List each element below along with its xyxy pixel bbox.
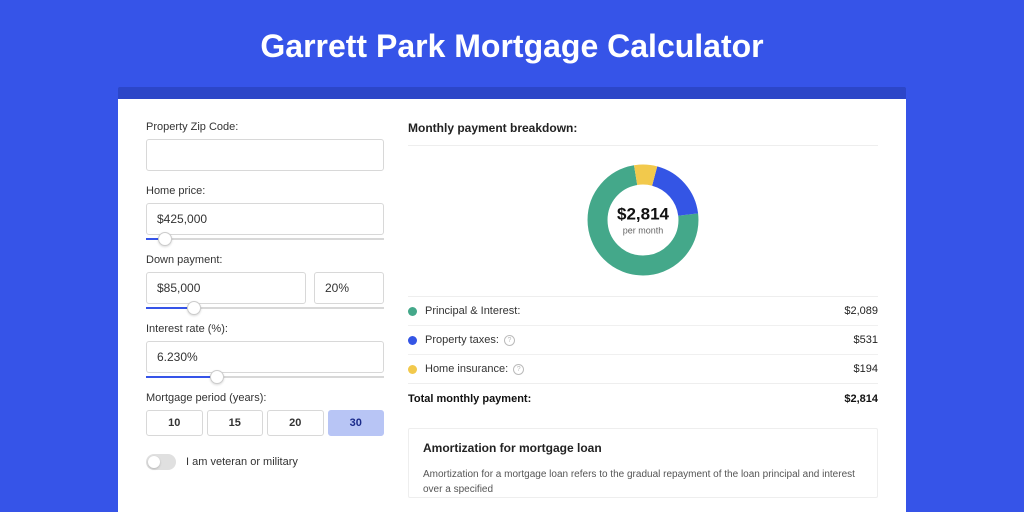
donut-sub: per month bbox=[617, 226, 669, 236]
down-slider-thumb[interactable] bbox=[187, 301, 201, 315]
down-label: Down payment: bbox=[146, 254, 384, 266]
amortization-title: Amortization for mortgage loan bbox=[423, 441, 863, 455]
total-row: Total monthly payment: $2,814 bbox=[408, 383, 878, 414]
line-item-label: Property taxes: bbox=[425, 334, 499, 346]
total-value: $2,814 bbox=[844, 393, 878, 405]
donut-center: $2,814 per month bbox=[617, 205, 669, 236]
period-btn-15[interactable]: 15 bbox=[207, 410, 264, 436]
price-slider-thumb[interactable] bbox=[158, 232, 172, 246]
rate-label: Interest rate (%): bbox=[146, 323, 384, 335]
page-title: Garrett Park Mortgage Calculator bbox=[0, 0, 1024, 87]
period-label: Mortgage period (years): bbox=[146, 392, 384, 404]
breakdown-column: Monthly payment breakdown: $2,814 per mo… bbox=[408, 121, 878, 512]
line-item-label: Home insurance: bbox=[425, 363, 508, 375]
breakdown-title: Monthly payment breakdown: bbox=[408, 121, 878, 146]
down-pct-input[interactable] bbox=[314, 272, 384, 304]
field-rate: Interest rate (%): bbox=[146, 323, 384, 378]
line-item: Home insurance:? $194 bbox=[408, 354, 878, 383]
field-period: Mortgage period (years): 10152030 bbox=[146, 392, 384, 436]
line-item-value: $2,089 bbox=[844, 305, 878, 317]
line-item: Principal & Interest: $2,089 bbox=[408, 296, 878, 325]
rate-slider-fill bbox=[146, 376, 217, 378]
price-input[interactable] bbox=[146, 203, 384, 235]
legend-dot bbox=[408, 336, 417, 345]
price-slider[interactable] bbox=[146, 238, 384, 240]
donut-chart: $2,814 per month bbox=[583, 160, 703, 280]
calculator-card: Property Zip Code: Home price: Down paym… bbox=[118, 99, 906, 512]
toggle-knob bbox=[148, 456, 160, 468]
down-slider[interactable] bbox=[146, 307, 384, 309]
period-row: 10152030 bbox=[146, 410, 384, 436]
veteran-row: I am veteran or military bbox=[146, 454, 384, 470]
period-btn-20[interactable]: 20 bbox=[267, 410, 324, 436]
zip-input[interactable] bbox=[146, 139, 384, 171]
rate-slider[interactable] bbox=[146, 376, 384, 378]
card-wrapper: Property Zip Code: Home price: Down paym… bbox=[118, 87, 906, 512]
legend-dot bbox=[408, 365, 417, 374]
period-btn-10[interactable]: 10 bbox=[146, 410, 203, 436]
line-items: Principal & Interest: $2,089 Property taxe… bbox=[408, 296, 878, 383]
zip-label: Property Zip Code: bbox=[146, 121, 384, 133]
veteran-label: I am veteran or military bbox=[186, 456, 298, 468]
period-btn-30[interactable]: 30 bbox=[328, 410, 385, 436]
form-column: Property Zip Code: Home price: Down paym… bbox=[146, 121, 384, 512]
line-item: Property taxes:? $531 bbox=[408, 325, 878, 354]
donut-wrap: $2,814 per month bbox=[408, 152, 878, 296]
donut-amount: $2,814 bbox=[617, 205, 669, 225]
price-label: Home price: bbox=[146, 185, 384, 197]
legend-dot bbox=[408, 307, 417, 316]
total-label: Total monthly payment: bbox=[408, 393, 531, 405]
rate-input[interactable] bbox=[146, 341, 384, 373]
help-icon[interactable]: ? bbox=[504, 335, 515, 346]
amortization-text: Amortization for a mortgage loan refers … bbox=[423, 467, 863, 497]
help-icon[interactable]: ? bbox=[513, 364, 524, 375]
amortization-box: Amortization for mortgage loan Amortizat… bbox=[408, 428, 878, 498]
field-down: Down payment: bbox=[146, 254, 384, 309]
down-input[interactable] bbox=[146, 272, 306, 304]
rate-slider-thumb[interactable] bbox=[210, 370, 224, 384]
line-item-value: $531 bbox=[854, 334, 878, 346]
line-item-value: $194 bbox=[854, 363, 878, 375]
field-zip: Property Zip Code: bbox=[146, 121, 384, 171]
veteran-toggle[interactable] bbox=[146, 454, 176, 470]
field-price: Home price: bbox=[146, 185, 384, 240]
line-item-label: Principal & Interest: bbox=[425, 305, 520, 317]
